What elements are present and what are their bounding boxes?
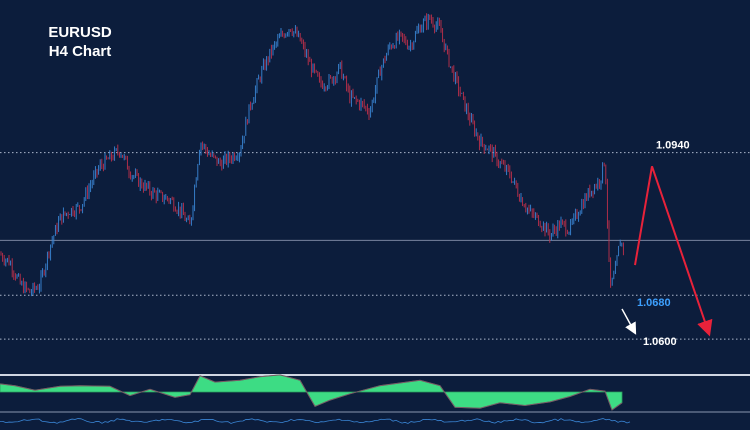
projection-white-arrow bbox=[621, 308, 637, 335]
chart-symbol: EURUSD bbox=[48, 24, 112, 41]
bottom-strip-line bbox=[0, 418, 631, 424]
projection-red-arrow bbox=[634, 165, 713, 337]
level-label-1: 1.0680 bbox=[637, 297, 671, 309]
chart-timeframe: H4 Chart bbox=[48, 43, 112, 60]
level-label-0: 1.0940 bbox=[656, 140, 690, 152]
indicator-signal-line bbox=[0, 374, 623, 411]
level-label-2: 1.0600 bbox=[643, 336, 677, 348]
